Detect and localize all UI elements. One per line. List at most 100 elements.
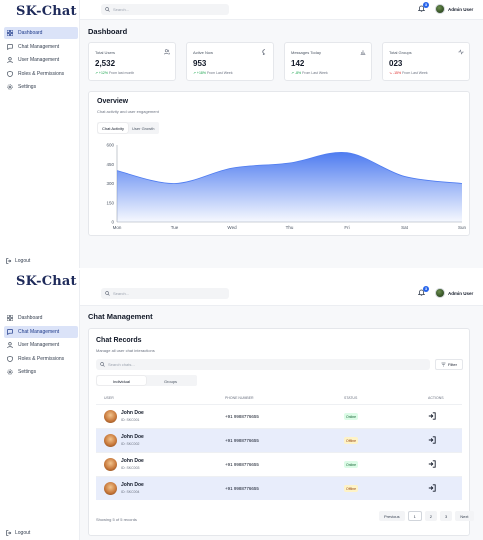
stat-delta-value: -8%: [294, 71, 302, 75]
open-chat-icon[interactable]: [428, 412, 436, 420]
tab-individual[interactable]: Individual: [97, 376, 146, 385]
sidebar-item-dashboard[interactable]: Dashboard: [4, 27, 78, 39]
topbar: 3 Admin User: [80, 0, 483, 20]
y-tick-labels: 0 150 300 450 600: [106, 143, 114, 225]
user-name: Admin User: [448, 6, 474, 12]
search-input[interactable]: [113, 7, 213, 12]
next-page-button[interactable]: Next: [455, 511, 474, 521]
table-row[interactable]: John Doe ID: SKC002 +91 9988776655 Offli…: [96, 428, 462, 452]
chart-area-series: [116, 151, 463, 222]
avatar: [104, 482, 117, 495]
logout-button[interactable]: Logout: [6, 530, 30, 536]
logout-label: Logout: [15, 258, 31, 264]
sidebar-item-chat-management[interactable]: Chat Management: [4, 41, 78, 53]
brand-logo: SK-Chat: [16, 274, 77, 289]
overview-tabs: Chat Activity User Growth: [97, 122, 160, 134]
user-menu[interactable]: Admin User: [435, 4, 473, 14]
phone-number: +91 9988776655: [225, 414, 259, 419]
tab-chat-activity[interactable]: Chat Activity: [98, 123, 129, 133]
logout-icon: [6, 258, 12, 264]
previous-page-button[interactable]: Previous: [379, 511, 405, 521]
table-row[interactable]: John Doe ID: SKC004 +91 9988776655 Offli…: [96, 476, 462, 500]
stat-card-messages-today: Messages Today 142 ↗ -8% From Last Week: [284, 42, 372, 81]
pulse-icon: [458, 49, 464, 55]
shield-icon: [7, 355, 16, 363]
page-button-1[interactable]: 1: [407, 511, 422, 521]
chat-search-input[interactable]: [108, 362, 408, 367]
table-header: USER PHONE NUMBER STATUS ACTIONS: [96, 393, 462, 404]
search-icon: [100, 362, 105, 367]
tab-groups[interactable]: Groups: [163, 378, 178, 384]
sidebar-item-roles[interactable]: Roles & Permissions: [4, 68, 78, 80]
stat-delta-note: From Last Week: [302, 71, 328, 75]
activity-icon: [360, 49, 366, 55]
gear-icon: [7, 83, 16, 91]
sidebar-item-label: Roles & Permissions: [18, 70, 65, 77]
chat-management-screen: SK-Chat Dashboard Chat Management User M…: [0, 270, 483, 540]
notification-button[interactable]: 3: [417, 2, 429, 14]
stat-value: 2,532: [95, 59, 116, 68]
chat-search-box[interactable]: [96, 359, 430, 370]
user-id: ID: SKC003: [121, 466, 140, 470]
x-tick-label: Wed: [227, 225, 237, 230]
trend-up-icon: ↗: [95, 71, 98, 75]
area-chart: 0 150 300 450 600 Mon Tue Wed Thu Fri Sat Sun: [106, 143, 466, 231]
user-menu[interactable]: Admin User: [435, 288, 473, 298]
users-icon: [164, 49, 170, 55]
shield-icon: [7, 70, 16, 78]
sidebar-nav: Dashboard Chat Management User Managemen…: [4, 312, 78, 380]
status-badge: Online: [344, 413, 359, 420]
sidebar-item-label: Settings: [18, 84, 37, 90]
stat-value: 142: [291, 59, 305, 68]
sidebar-item-settings[interactable]: Settings: [4, 366, 78, 378]
sidebar-item-user-management[interactable]: User Management: [4, 54, 78, 66]
sidebar-item-label: Chat Management: [18, 328, 60, 335]
page-title: Chat Management: [88, 312, 153, 321]
tab-user-growth[interactable]: User Growth: [132, 125, 155, 131]
page-button-3[interactable]: 3: [440, 511, 453, 521]
user-name: John Doe: [121, 458, 144, 464]
user-icon: [7, 56, 16, 64]
notification-badge: 3: [423, 286, 429, 292]
table-row[interactable]: John Doe ID: SKC001 +91 9988776655 Onlin…: [96, 404, 462, 428]
search-box[interactable]: [101, 4, 229, 15]
sidebar-item-label: Dashboard: [18, 315, 43, 321]
search-input[interactable]: [113, 291, 213, 296]
sidebar-item-roles[interactable]: Roles & Permissions: [4, 353, 78, 365]
stat-card-active-now: Active Now 953 ↗ +18% From Last Week: [186, 42, 274, 81]
sidebar-item-settings[interactable]: Settings: [4, 81, 78, 93]
dashboard-screen: SK-Chat Dashboard Chat Management User M…: [0, 0, 483, 268]
sidebar-item-dashboard[interactable]: Dashboard: [4, 312, 78, 324]
open-chat-icon[interactable]: [428, 484, 436, 492]
user-name: John Doe: [121, 482, 144, 488]
sidebar: SK-Chat Dashboard Chat Management User M…: [0, 0, 80, 268]
notification-button[interactable]: 3: [417, 286, 429, 298]
logout-button[interactable]: Logout: [6, 258, 30, 264]
overview-title: Overview: [97, 98, 129, 105]
search-box[interactable]: [101, 288, 229, 299]
topbar: 3 Admin User: [80, 270, 483, 306]
x-tick-label: Tue: [171, 225, 179, 230]
open-chat-icon[interactable]: [428, 460, 436, 468]
filter-button[interactable]: Filter: [435, 359, 463, 370]
stat-delta: ↗ +18% From Last Week: [193, 71, 233, 75]
status-badge: Online: [344, 461, 359, 468]
screen-divider: [0, 268, 483, 270]
area-series-fill: [117, 152, 462, 222]
stat-delta: ↗ -8% From Last Week: [291, 71, 328, 75]
trend-down-icon: ↘: [389, 71, 392, 75]
table-row[interactable]: John Doe ID: SKC003 +91 9988776655 Onlin…: [96, 452, 462, 476]
stat-delta-value: +18%: [196, 71, 206, 75]
trend-up-icon: ↗: [291, 71, 294, 75]
records-count: Showing 5 of 5 records: [96, 517, 137, 522]
sidebar-item-user-management[interactable]: User Management: [4, 339, 78, 351]
stat-label: Total Users: [95, 50, 116, 55]
stat-delta: ↘ -15% From Last Week: [389, 71, 428, 75]
sidebar-item-chat-management[interactable]: Chat Management: [4, 325, 78, 338]
open-chat-icon[interactable]: [428, 436, 436, 444]
sidebar-item-label: Settings: [18, 369, 37, 375]
pagination: Previous 1 2 3 Next: [376, 511, 474, 521]
page-button-2[interactable]: 2: [424, 511, 438, 521]
message-icon: [262, 49, 268, 55]
sidebar-item-label: User Management: [18, 342, 60, 348]
